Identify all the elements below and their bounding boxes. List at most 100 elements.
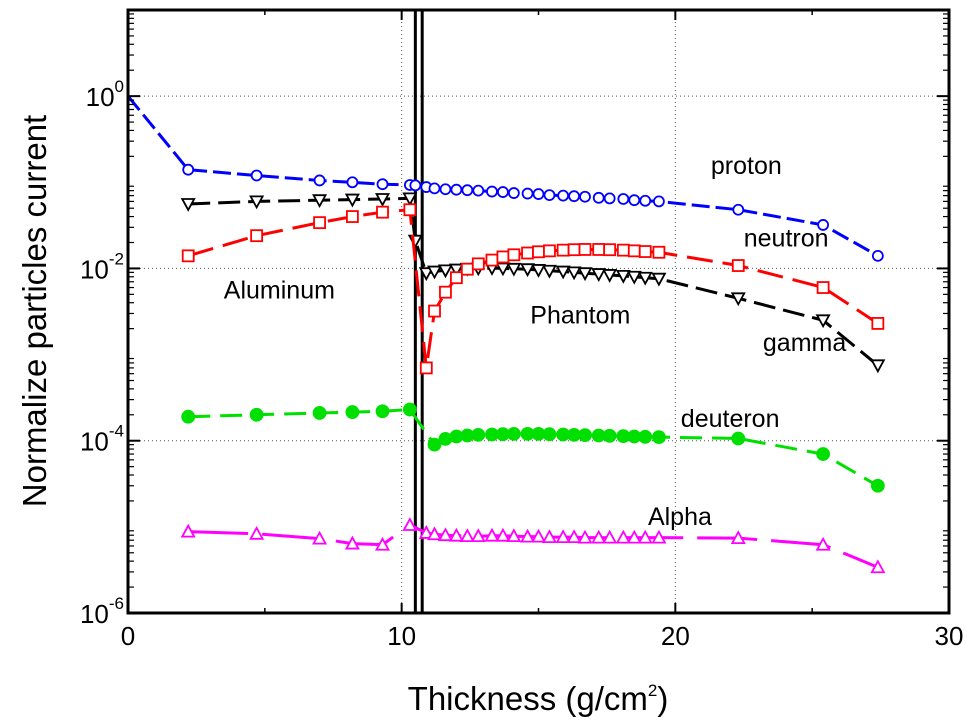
- data-point: [730, 530, 746, 545]
- data-point: [346, 176, 359, 189]
- y-tick-label: 10-6: [80, 594, 124, 629]
- data-point: [419, 361, 433, 375]
- data-point: [651, 272, 667, 287]
- data-point: [566, 266, 582, 281]
- annotation-label: Alpha: [648, 503, 712, 531]
- data-point: [602, 428, 617, 443]
- data-point: [579, 190, 591, 203]
- data-point: [578, 243, 592, 256]
- x-axis-title: Thickness (g/cm2): [408, 680, 669, 717]
- data-point: [448, 527, 464, 542]
- data-point: [652, 430, 666, 445]
- data-point: [815, 314, 831, 329]
- data-point: [402, 402, 417, 417]
- annotation-label: Phantom: [530, 301, 630, 329]
- data-point: [626, 529, 642, 544]
- data-point: [521, 187, 534, 200]
- data-point: [312, 194, 328, 209]
- data-point: [816, 281, 830, 294]
- data-point: [637, 529, 653, 544]
- y-axis-title: Normalize particles current: [16, 115, 53, 507]
- data-point: [577, 267, 593, 282]
- data-point: [615, 269, 631, 284]
- data-point: [345, 405, 360, 419]
- data-point: [520, 528, 536, 543]
- data-point: [180, 198, 196, 212]
- x-tick-label: 10: [387, 621, 416, 651]
- data-point: [731, 259, 745, 272]
- data-point: [568, 190, 580, 203]
- data-point: [566, 529, 582, 544]
- data-point: [532, 245, 545, 259]
- data-point: [543, 189, 556, 201]
- data-point: [557, 189, 570, 202]
- data-point: [460, 262, 474, 276]
- data-point: [486, 185, 498, 198]
- data-point: [506, 426, 521, 441]
- data-point: [344, 193, 360, 208]
- data-point: [497, 186, 509, 198]
- data-point: [403, 203, 417, 217]
- data-point: [603, 192, 616, 205]
- data-point: [592, 243, 606, 256]
- annotation-label: neutron: [744, 224, 829, 252]
- data-point: [313, 216, 326, 230]
- material-boundaries: [413, 10, 424, 613]
- annotations: Aluminum Phantom proton neutron gamma deutero…: [224, 152, 847, 531]
- data-point: [470, 528, 486, 543]
- data-point: [426, 526, 443, 541]
- data-point: [591, 268, 607, 282]
- data-point: [249, 525, 265, 540]
- data-point: [532, 188, 545, 200]
- x-tick-label: 20: [661, 621, 690, 651]
- tick-labels: 0 10 20 30 10-6 10-4 10-2 100: [80, 77, 964, 651]
- data-point: [731, 431, 746, 446]
- data-point: [556, 243, 570, 257]
- series-group: [126, 95, 886, 574]
- data-point: [520, 263, 536, 278]
- data-point: [639, 194, 652, 207]
- data-point: [459, 528, 475, 543]
- data-point: [471, 257, 485, 271]
- data-point: [418, 525, 434, 539]
- data-point: [817, 219, 830, 231]
- y-tick-label: 10-2: [80, 249, 124, 284]
- data-point: [249, 407, 264, 422]
- data-point: [180, 523, 196, 538]
- data-point: [637, 271, 653, 286]
- data-point: [374, 193, 391, 207]
- data-point: [449, 271, 463, 285]
- data-point: [626, 270, 642, 285]
- data-point: [407, 234, 423, 249]
- series-2: [181, 203, 885, 375]
- data-point: [870, 359, 886, 374]
- data-point: [375, 404, 390, 419]
- data-point: [402, 192, 418, 207]
- data-point: [439, 285, 452, 299]
- data-point: [555, 265, 571, 280]
- annotation-label: proton: [711, 152, 782, 180]
- data-point: [542, 427, 557, 442]
- data-point: [313, 174, 326, 187]
- data-point: [250, 229, 264, 243]
- data-point: [870, 559, 886, 574]
- data-point: [250, 169, 263, 182]
- data-point: [181, 409, 196, 424]
- data-point: [495, 262, 511, 277]
- data-point: [346, 210, 359, 223]
- series-0: [126, 95, 884, 262]
- data-point: [815, 536, 831, 551]
- data-point: [530, 264, 547, 278]
- axis-ticks: [127, 10, 950, 614]
- data-point: [591, 529, 607, 544]
- data-point: [592, 191, 605, 204]
- data-point: [555, 529, 571, 544]
- data-point: [312, 530, 328, 545]
- data-point: [409, 179, 422, 192]
- data-point: [249, 195, 265, 210]
- data-point: [603, 243, 617, 257]
- data-point: [870, 478, 885, 493]
- data-point: [651, 529, 667, 544]
- data-point: [541, 264, 557, 279]
